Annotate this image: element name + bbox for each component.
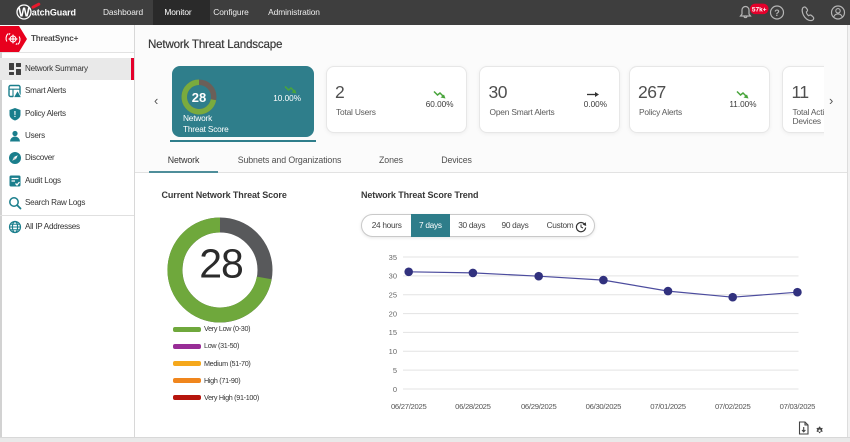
svg-text:10: 10 — [389, 347, 397, 356]
svg-text:30: 30 — [389, 272, 397, 281]
svg-text:25: 25 — [389, 291, 397, 300]
svg-text:28: 28 — [192, 90, 206, 105]
svg-text:06/28/2025: 06/28/2025 — [455, 402, 490, 411]
svg-text:?: ? — [774, 8, 780, 18]
svg-text:06/30/2025: 06/30/2025 — [586, 402, 621, 411]
svg-text:15: 15 — [389, 328, 397, 337]
svg-text:atchGuard: atchGuard — [32, 8, 76, 18]
svg-text:06/29/2025: 06/29/2025 — [521, 402, 556, 411]
svg-text:57k+: 57k+ — [752, 6, 767, 13]
svg-text:07/01/2025: 07/01/2025 — [650, 402, 685, 411]
svg-text:07/03/2025: 07/03/2025 — [780, 402, 815, 411]
svg-text:28: 28 — [199, 241, 243, 287]
svg-text:35: 35 — [389, 253, 397, 262]
svg-text:0: 0 — [393, 385, 397, 394]
svg-text:5: 5 — [393, 366, 397, 375]
svg-text:!: ! — [14, 110, 17, 119]
svg-text:07/02/2025: 07/02/2025 — [715, 402, 750, 411]
svg-text:20: 20 — [389, 309, 397, 318]
svg-text:06/27/2025: 06/27/2025 — [391, 402, 426, 411]
svg-text:W: W — [18, 6, 30, 20]
